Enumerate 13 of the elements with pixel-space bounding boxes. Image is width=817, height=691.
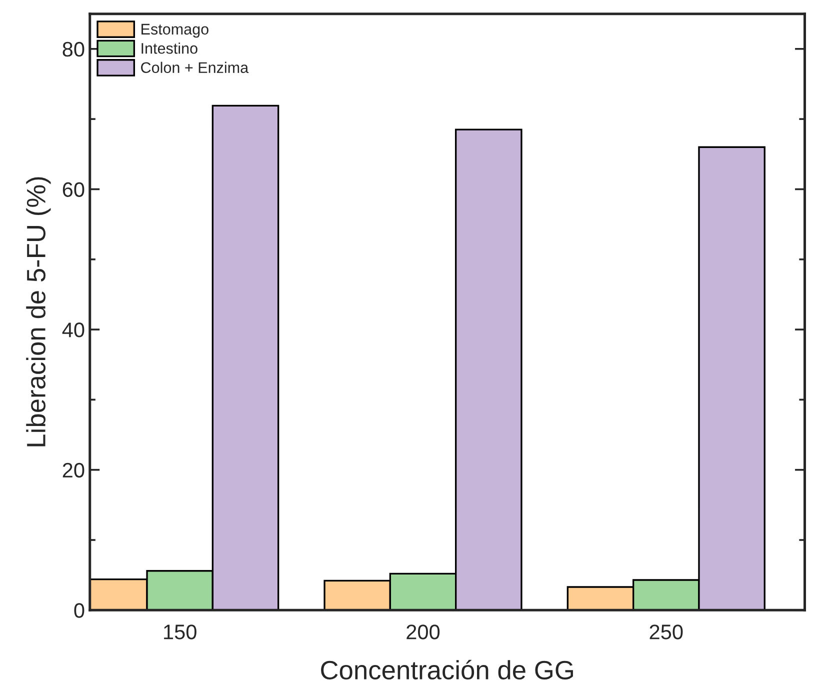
y-tick-label: 60 [62, 182, 84, 197]
x-axis-title: Concentración de GG [321, 660, 573, 680]
legend-label: Colon + Enzima [141, 62, 249, 74]
y-tick-label: 80 [62, 42, 84, 57]
x-tick-label: 200 [406, 624, 440, 640]
y-axis-title: Liberacion de 5-FU (%) [26, 177, 51, 446]
legend-label: Estomago [142, 24, 208, 38]
y-tick-label: 40 [62, 322, 84, 338]
legend-label: Intestino [142, 42, 198, 54]
y-tick-label: 0 [74, 603, 84, 618]
y-tick-label: 20 [62, 462, 84, 478]
x-tick-label: 150 [164, 624, 196, 640]
x-tick-label: 250 [650, 624, 683, 640]
